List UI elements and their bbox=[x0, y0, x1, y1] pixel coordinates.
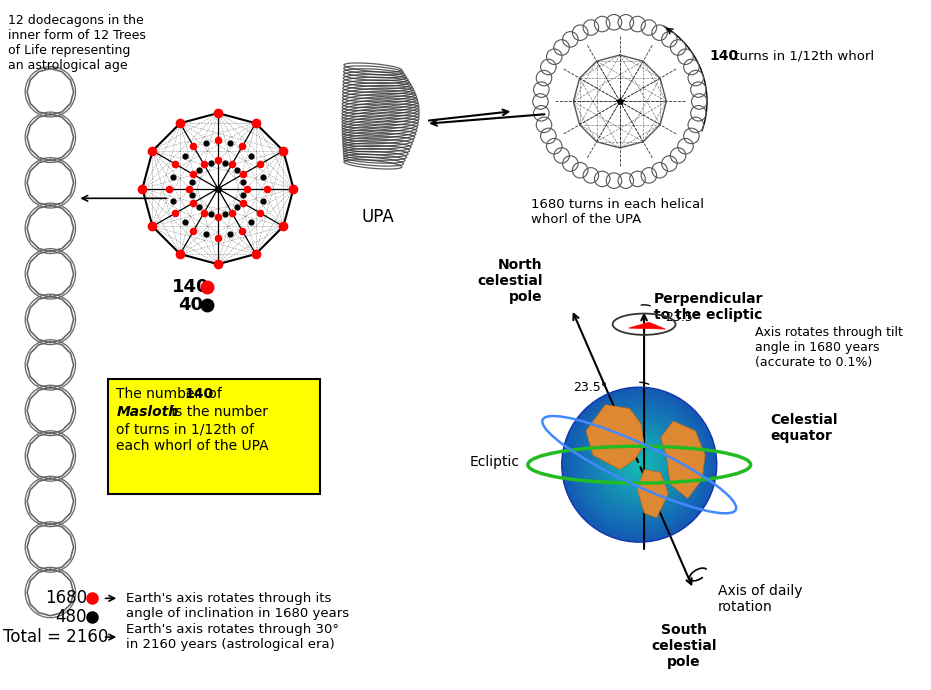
Circle shape bbox=[623, 448, 655, 481]
Circle shape bbox=[605, 431, 673, 499]
Circle shape bbox=[602, 428, 676, 502]
Circle shape bbox=[591, 416, 688, 513]
Text: each whorl of the UPA: each whorl of the UPA bbox=[116, 440, 269, 453]
Text: Celestial
equator: Celestial equator bbox=[770, 413, 838, 443]
Circle shape bbox=[608, 434, 670, 495]
Circle shape bbox=[594, 419, 685, 510]
Circle shape bbox=[631, 457, 647, 473]
Circle shape bbox=[579, 404, 699, 524]
Text: 40: 40 bbox=[178, 296, 203, 314]
Circle shape bbox=[611, 437, 668, 493]
Text: of: of bbox=[205, 387, 223, 401]
Circle shape bbox=[576, 402, 702, 528]
Text: North
celestial
pole: North celestial pole bbox=[477, 258, 543, 304]
Text: 140: 140 bbox=[709, 49, 738, 63]
Circle shape bbox=[600, 425, 679, 504]
Text: South
celestial
pole: South celestial pole bbox=[651, 623, 716, 669]
Text: 12 dodecagons in the
inner form of 12 Trees
of Life representing
an astrological: 12 dodecagons in the inner form of 12 Tr… bbox=[7, 14, 145, 72]
Text: Earth's axis rotates through 30°
in 2160 years (astrological era): Earth's axis rotates through 30° in 2160… bbox=[126, 623, 339, 651]
Circle shape bbox=[626, 451, 653, 478]
Circle shape bbox=[597, 422, 681, 507]
Circle shape bbox=[571, 396, 708, 533]
Circle shape bbox=[634, 460, 644, 469]
Polygon shape bbox=[586, 404, 644, 469]
Polygon shape bbox=[661, 421, 705, 499]
Text: 1680 turns in each helical
whorl of the UPA: 1680 turns in each helical whorl of the … bbox=[531, 198, 704, 226]
Circle shape bbox=[617, 442, 662, 487]
Text: is the number: is the number bbox=[167, 404, 267, 419]
Polygon shape bbox=[638, 469, 668, 518]
Circle shape bbox=[582, 408, 696, 522]
Text: UPA: UPA bbox=[361, 208, 394, 226]
Circle shape bbox=[614, 440, 665, 490]
Text: Total = 2160: Total = 2160 bbox=[3, 628, 108, 646]
Circle shape bbox=[561, 387, 717, 542]
Text: Masloth: Masloth bbox=[116, 404, 179, 419]
Text: 1680: 1680 bbox=[45, 589, 88, 607]
Text: of turns in 1/12th of: of turns in 1/12th of bbox=[116, 422, 254, 436]
Text: Ecliptic: Ecliptic bbox=[470, 455, 519, 469]
Circle shape bbox=[568, 393, 711, 536]
Text: 23.5°: 23.5° bbox=[573, 381, 608, 394]
Circle shape bbox=[585, 411, 694, 519]
Text: The number: The number bbox=[116, 387, 205, 401]
Circle shape bbox=[628, 454, 650, 475]
Circle shape bbox=[565, 390, 714, 540]
Text: turns in 1/12th whorl: turns in 1/12th whorl bbox=[730, 50, 874, 62]
Circle shape bbox=[573, 399, 705, 531]
Text: 23.5°: 23.5° bbox=[666, 311, 699, 324]
FancyBboxPatch shape bbox=[109, 380, 319, 494]
Text: 140: 140 bbox=[172, 279, 209, 297]
Text: Axis of daily
rotation: Axis of daily rotation bbox=[718, 584, 802, 614]
Text: Axis rotates through tilt
angle in 1680 years
(accurate to 0.1%): Axis rotates through tilt angle in 1680 … bbox=[755, 326, 903, 369]
Circle shape bbox=[587, 413, 691, 516]
Text: Perpendicular
to the ecliptic: Perpendicular to the ecliptic bbox=[654, 293, 763, 322]
Text: Earth's axis rotates through its
angle of inclination in 1680 years: Earth's axis rotates through its angle o… bbox=[126, 592, 349, 620]
Circle shape bbox=[638, 463, 641, 466]
Text: 480: 480 bbox=[56, 608, 88, 626]
Polygon shape bbox=[628, 322, 666, 329]
Text: 140: 140 bbox=[184, 387, 213, 401]
Circle shape bbox=[620, 445, 658, 484]
